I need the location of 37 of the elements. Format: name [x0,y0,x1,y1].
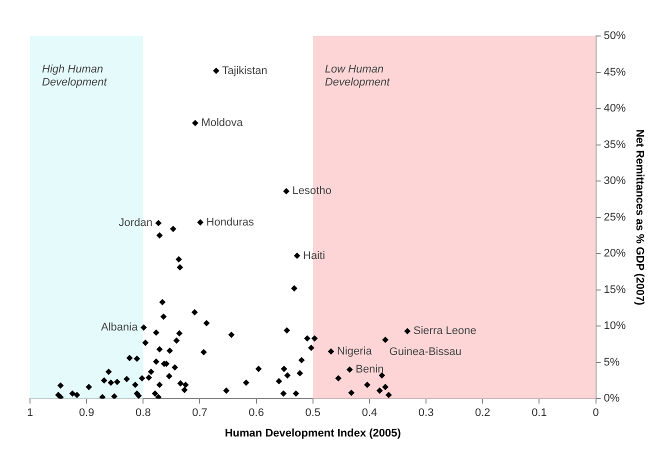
y-tick-label: 20% [604,248,626,260]
annotation: Sierra Leone [413,325,476,338]
x-tick-label: 0 [592,407,599,420]
x-tick-label: 0.5 [305,407,321,420]
annotation: Albania [101,322,139,334]
y-tick-label: 15% [604,284,626,296]
y-axis-title: Net Remittances as % GDP (2007) [633,129,646,306]
band-label: Low Human Development [324,64,391,89]
y-tick-label: 10% [604,320,626,332]
x-tick-label: 0.9 [78,407,94,420]
y-tick-label: 0% [604,392,620,405]
y-tick-label: 30% [604,175,626,188]
x-tick-label: 0.7 [192,407,208,420]
y-tick-label: 50% [604,30,626,42]
y-tick-label: 45% [604,66,626,78]
annotation: Nigeria [336,345,373,358]
annotation: Jordan [118,217,152,230]
y-tick-label: 25% [604,211,626,224]
annotation: Guinea-Bissau [389,346,462,358]
annotation: Lesotho [292,185,332,198]
annotation: Tajikistan [222,64,268,77]
y-tick-label: 35% [604,138,626,151]
annotation: Benin [356,364,384,376]
x-tick-label: 0.6 [248,407,264,420]
annotation: Haiti [303,250,326,262]
annotation: Honduras [206,216,254,228]
x-tick-label: 0.8 [136,407,151,420]
x-axis-title: Human Development Index (2005) [224,427,402,440]
x-tick-label: 0.4 [362,407,378,420]
band-label: High Human Development [42,64,108,89]
x-tick-label: 1 [26,407,34,420]
y-tick-label: 40% [604,102,626,115]
x-tick-label: 0.1 [532,407,547,420]
x-tick-label: 0.3 [418,407,434,420]
annotation: Moldova [201,117,244,130]
y-tick-label: 5% [604,356,620,368]
x-tick-label: 0.2 [474,407,490,420]
